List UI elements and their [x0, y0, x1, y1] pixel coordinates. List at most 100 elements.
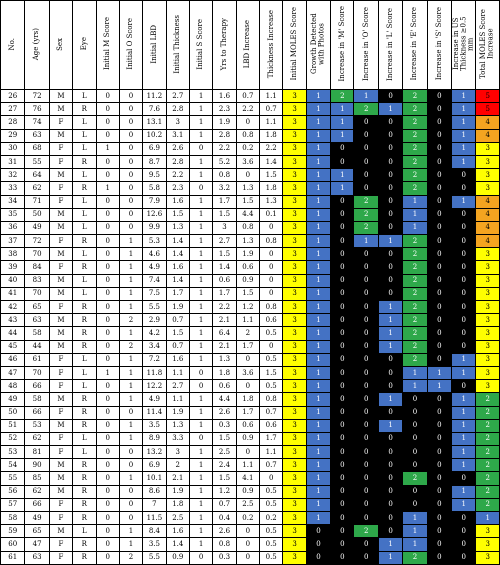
cell-no: 27 [0, 102, 26, 117]
cell-increase-e: 2 [402, 102, 428, 117]
cell-initial-o-score: 1 [118, 286, 144, 302]
cell-increase-s: 0 [426, 550, 453, 565]
cell-total-moles-increase: 4 [475, 220, 500, 236]
cell-increase-l: 0 [377, 88, 404, 104]
cell-no: 51 [0, 418, 26, 433]
cell-initial-lbd: 7.2 [142, 352, 167, 367]
cell-eye: R [72, 497, 97, 513]
cell-initial-m-score: 0 [95, 102, 120, 117]
table-row: 44 58 M R 0 1 4.2 1.5 1 6.4 2 0.5 3 1 0 0 1 2 0 0 3 [0, 326, 500, 341]
cell-sex: F [48, 445, 74, 460]
cell-no: 42 [0, 299, 26, 315]
cell-increase-us-thickness: 0 [451, 379, 477, 394]
cell-increase-o: 0 [353, 339, 379, 354]
cell-initial-m-score: 0 [95, 88, 120, 104]
cell-increase-m: 0 [330, 418, 355, 433]
cell-initial-moles-score: 3 [282, 207, 307, 222]
cell-eye: R [72, 510, 97, 526]
cell-initial-thickness: 1.6 [165, 352, 190, 367]
cell-increase-m: 0 [330, 550, 355, 565]
cell-increase-m: 0 [330, 339, 355, 354]
table-row: 31 55 F R 0 0 8.7 2.8 1 5.2 3.6 1.4 3 1 0 0 0 2 0 1 3 [0, 154, 500, 170]
cell-no: 48 [0, 379, 26, 394]
cell-increase-l: 0 [377, 484, 404, 499]
cell-initial-thickness: 2.6 [165, 141, 190, 156]
cell-increase-us-thickness: 1 [451, 115, 477, 130]
cell-eye: L [72, 220, 97, 236]
cell-no: 33 [0, 181, 26, 196]
cell-initial-m-score: 0 [95, 260, 120, 275]
cell-increase-m: 0 [330, 194, 355, 209]
cell-initial-m-score: 0 [95, 128, 120, 143]
cell-thickness-increase: 0.5 [259, 326, 284, 341]
cell-eye: L [72, 273, 97, 288]
cell-lbd-increase: 0 [235, 524, 261, 539]
cell-increase-e: 2 [402, 471, 428, 486]
cell-no: 58 [0, 510, 26, 526]
cell-initial-o-score: 1 [118, 247, 144, 262]
cell-age: 70 [24, 286, 50, 302]
cell-sex: M [48, 102, 74, 117]
cell-yrs-to-therapy: 0.6 [212, 273, 237, 288]
cell-initial-m-score: 0 [95, 326, 120, 341]
cell-increase-o: 0 [353, 286, 379, 302]
cell-initial-moles-score: 3 [282, 128, 307, 143]
cell-lbd-increase: 0 [235, 168, 261, 183]
cell-initial-o-score: 1 [118, 537, 144, 552]
cell-sex: M [48, 471, 74, 486]
cell-initial-moles-score: 3 [282, 273, 307, 288]
cell-age: 72 [24, 234, 50, 249]
cell-initial-lbd: 7.9 [142, 194, 167, 209]
cell-increase-o: 0 [353, 154, 379, 170]
cell-no: 46 [0, 352, 26, 367]
cell-lbd-increase: 1.5 [235, 194, 261, 209]
cell-increase-us-thickness: 0 [451, 181, 477, 196]
cell-age: 66 [24, 379, 50, 394]
cell-growth-detected: 1 [305, 181, 332, 196]
cell-increase-e: 2 [402, 286, 428, 302]
cell-initial-o-score: 0 [118, 181, 144, 196]
cell-increase-o: 0 [353, 128, 379, 143]
cell-initial-m-score: 0 [95, 339, 120, 354]
cell-increase-m: 0 [330, 313, 355, 328]
cell-sex: M [48, 128, 74, 143]
cell-initial-o-score: 1 [118, 299, 144, 315]
cell-increase-o: 0 [353, 510, 379, 526]
cell-eye: L [72, 247, 97, 262]
cell-thickness-increase: 0.7 [259, 458, 284, 473]
cell-lbd-increase: 0.8 [235, 220, 261, 236]
cell-initial-lbd: 10.2 [142, 128, 167, 143]
cell-total-moles-increase: 4 [475, 207, 500, 222]
cell-increase-m: 0 [330, 286, 355, 302]
cell-initial-lbd: 12.6 [142, 207, 167, 222]
header-increase-m: Increase in 'M' Score [330, 0, 355, 90]
cell-initial-s-score: 1 [188, 154, 214, 170]
cell-no: 54 [0, 458, 26, 473]
cell-thickness-increase: 0 [259, 247, 284, 262]
cell-yrs-to-therapy: 4.4 [212, 392, 237, 407]
cell-initial-o-score: 0 [118, 458, 144, 473]
cell-eye: R [72, 537, 97, 552]
cell-increase-m: 0 [330, 154, 355, 170]
cell-age: 65 [24, 299, 50, 315]
cell-total-moles-increase: 3 [475, 313, 500, 328]
header-increase-e: Increase in 'E' Score [402, 0, 428, 90]
cell-yrs-to-therapy: 1.3 [212, 352, 237, 367]
cell-increase-e: 0 [402, 405, 428, 420]
cell-increase-o: 2 [353, 524, 379, 539]
cell-increase-o: 0 [353, 418, 379, 433]
cell-increase-o: 0 [353, 273, 379, 288]
cell-increase-e: 2 [402, 260, 428, 275]
cell-growth-detected: 1 [305, 260, 332, 275]
table-row: 43 63 M R 0 2 2.9 0.7 1 2.1 1.1 0.6 3 1 0 0 1 2 0 0 3 [0, 313, 500, 328]
cell-initial-s-score: 1 [188, 392, 214, 407]
cell-total-moles-increase: 2 [475, 471, 500, 486]
cell-initial-s-score: 1 [188, 405, 214, 420]
cell-increase-s: 0 [426, 445, 453, 460]
cell-increase-m: 0 [330, 537, 355, 552]
cell-increase-o: 2 [353, 220, 379, 236]
cell-thickness-increase: 1.7 [259, 431, 284, 447]
cell-initial-s-score: 1 [188, 313, 214, 328]
cell-initial-o-score: 0 [118, 484, 144, 499]
